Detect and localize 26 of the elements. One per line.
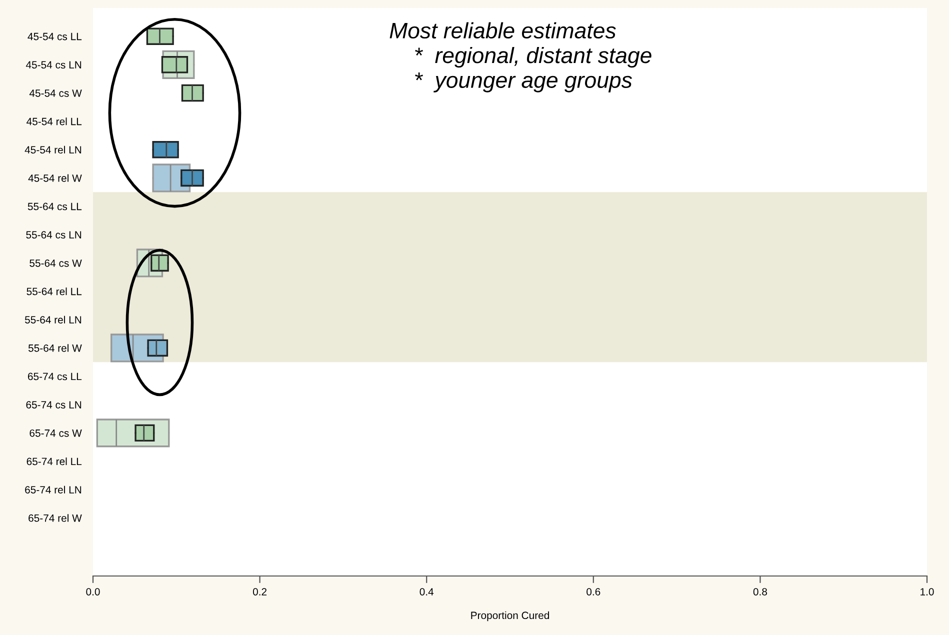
x-tick-label: 0.4 [420,588,434,596]
y-tick-label: 55-64 rel LN [24,316,82,324]
annotation: Most reliable estimates * regional, distant stage * younger age groups [390,22,652,92]
y-tick-label: 65-74 cs LN [26,401,82,408]
x-tick-label: 0.6 [586,588,600,596]
y-tick-label: 45-54 rel W [28,174,82,182]
y-tick-label: 55-64 cs LN [26,231,82,239]
x-tick-label: 0.0 [86,588,100,596]
y-tick-label: 65-74 rel LL [26,457,82,466]
y-tick-label: 55-64 cs LL [28,202,82,210]
x-tick-label: 0.8 [753,588,767,596]
y-tick-label: 55-64 rel W [28,344,82,352]
y-tick-label: 45-54 cs LN [26,61,82,69]
y-tick-label: 65-74 rel W [28,514,82,522]
x-tick-label: 1.0 [920,588,934,596]
y-tick-label: 45-54 rel LN [24,146,82,154]
y-tick-label: 45-54 rel LL [26,118,82,126]
y-tick-label: 65-74 cs W [30,429,82,437]
y-tick-label: 65-74 rel LN [25,486,82,494]
x-axis-title: Proportion Cured [471,611,549,622]
y-tick-label: 55-64 rel LL [26,288,82,296]
y-tick-label: 45-54 cs W [29,90,82,97]
x-tick-label: 0.2 [252,588,267,596]
y-tick-label: 65-74 cs LL [28,372,82,380]
y-tick-label: 45-54 cs LL [28,32,82,40]
y-tick-label: 55-64 cs W [30,259,82,267]
